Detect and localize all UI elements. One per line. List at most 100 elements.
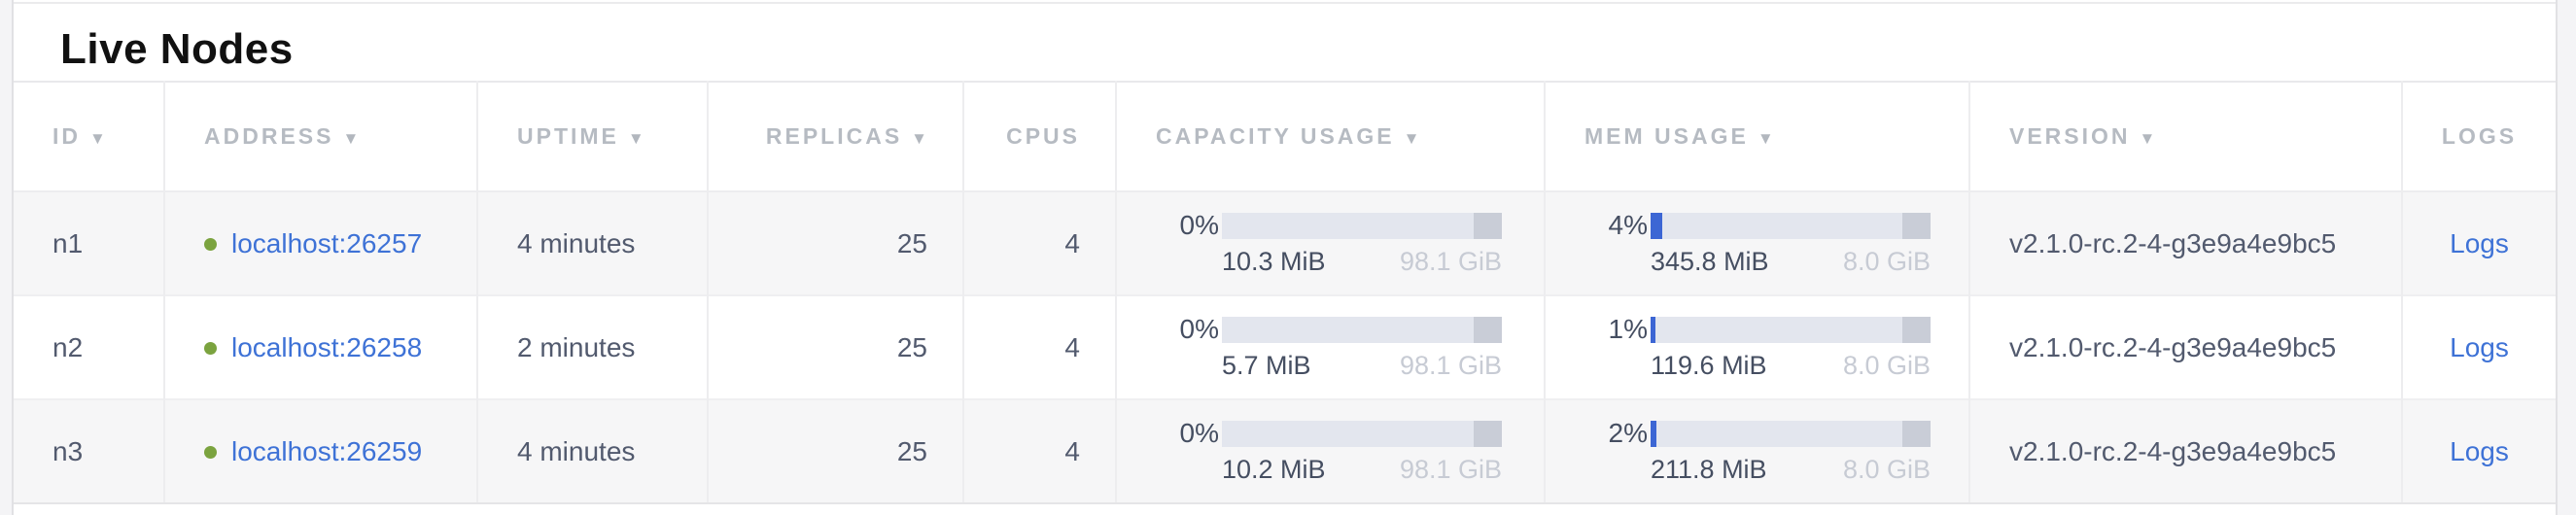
column-header-replicas[interactable]: REPLICAS ▼ — [707, 82, 963, 192]
node-address-link[interactable]: localhost:26259 — [231, 435, 423, 466]
cell-address: localhost:26259 — [163, 398, 477, 504]
column-label: LOGS — [2441, 123, 2518, 149]
page-title: Live Nodes — [60, 25, 294, 73]
replicas-value: 25 — [896, 227, 927, 258]
uptime-value: 4 minutes — [517, 435, 636, 466]
column-label: MEM USAGE — [1584, 123, 1749, 149]
node-id: n3 — [52, 435, 84, 466]
capacity-meter: 0% 5.7 MiB 98.1 GiB — [1117, 314, 1544, 381]
mem-bar-fill — [1651, 212, 1662, 239]
column-label: ADDRESS — [204, 123, 334, 149]
cell-logs: Logs — [2401, 191, 2556, 295]
table-row: n2 localhost:26258 2 minutes 25 4 0% 5.7… — [14, 294, 2556, 399]
cell-cpus: 4 — [962, 398, 1116, 504]
node-status-healthy-icon — [204, 237, 217, 251]
column-header-capacity[interactable]: CAPACITY USAGE ▼ — [1115, 82, 1545, 192]
uptime-value: 4 minutes — [517, 227, 636, 258]
column-label: REPLICAS — [765, 123, 903, 149]
column-header-address[interactable]: ADDRESS ▼ — [163, 82, 477, 192]
sort-desc-icon: ▼ — [342, 129, 360, 148]
mem-meter: 4% 345.8 MiB 8.0 GiB — [1546, 210, 1968, 277]
mem-meter: 2% 211.8 MiB 8.0 GiB — [1546, 418, 1968, 485]
logs-link[interactable]: Logs — [2450, 435, 2509, 466]
table-row: n1 localhost:26257 4 minutes 25 4 0% 10.… — [14, 191, 2556, 295]
uptime-value: 2 minutes — [517, 331, 636, 362]
mem-percent: 2% — [1608, 418, 1648, 448]
mem-bar — [1651, 420, 1931, 447]
column-header-logs: LOGS — [2401, 82, 2556, 192]
mem-meter: 1% 119.6 MiB 8.0 GiB — [1546, 314, 1968, 381]
sort-desc-icon: ▼ — [1403, 129, 1420, 148]
logs-link[interactable]: Logs — [2450, 331, 2509, 362]
mem-bar-fill — [1651, 420, 1656, 447]
node-address-link[interactable]: localhost:26257 — [231, 227, 423, 258]
cell-uptime: 4 minutes — [476, 191, 708, 295]
mem-bar-end-marker — [1902, 316, 1931, 343]
sort-desc-icon: ▼ — [89, 129, 106, 148]
capacity-total-value: 98.1 GiB — [1399, 247, 1502, 276]
version-value: v2.1.0-rc.2-4-g3e9a4e9bc5 — [2009, 331, 2337, 362]
replicas-value: 25 — [896, 435, 927, 466]
cell-mem-usage: 4% 345.8 MiB 8.0 GiB — [1544, 191, 1969, 295]
capacity-total-value: 98.1 GiB — [1399, 455, 1502, 484]
mem-bar-end-marker — [1902, 212, 1931, 239]
cell-version: v2.1.0-rc.2-4-g3e9a4e9bc5 — [1968, 398, 2402, 504]
mem-percent: 4% — [1608, 210, 1648, 240]
cell-capacity-usage: 0% 10.2 MiB 98.1 GiB — [1115, 398, 1545, 504]
live-nodes-panel: Live Nodes ID ▼ ADDRESS ▼ UPTIME ▼ REPLICAS ▼ CP… — [12, 0, 2558, 515]
capacity-bar-end-marker — [1474, 316, 1502, 343]
cell-node-id: n3 — [14, 398, 164, 504]
replicas-value: 25 — [896, 331, 927, 362]
capacity-bar — [1222, 316, 1502, 343]
column-label: UPTIME — [517, 123, 619, 149]
live-nodes-table: ID ▼ ADDRESS ▼ UPTIME ▼ REPLICAS ▼ CPUS CAPACITY … — [14, 81, 2556, 504]
column-header-mem[interactable]: MEM USAGE ▼ — [1544, 82, 1969, 192]
cell-address: localhost:26257 — [163, 191, 477, 295]
cell-cpus: 4 — [962, 294, 1116, 399]
version-value: v2.1.0-rc.2-4-g3e9a4e9bc5 — [2009, 435, 2337, 466]
node-status-healthy-icon — [204, 341, 217, 355]
sort-desc-icon: ▼ — [1757, 129, 1774, 148]
node-id: n2 — [52, 331, 84, 362]
table-header: ID ▼ ADDRESS ▼ UPTIME ▼ REPLICAS ▼ CPUS CAPACITY … — [14, 82, 2556, 192]
capacity-bar — [1222, 420, 1502, 447]
cell-version: v2.1.0-rc.2-4-g3e9a4e9bc5 — [1968, 191, 2402, 295]
capacity-percent: 0% — [1179, 314, 1219, 344]
column-header-id[interactable]: ID ▼ — [14, 82, 164, 192]
column-label: CAPACITY USAGE — [1156, 123, 1395, 149]
cell-logs: Logs — [2401, 294, 2556, 399]
capacity-used-value: 10.3 MiB — [1222, 247, 1326, 276]
logs-link[interactable]: Logs — [2450, 227, 2509, 258]
column-label: ID — [52, 123, 81, 149]
node-id: n1 — [52, 227, 84, 258]
mem-total-value: 8.0 GiB — [1842, 247, 1931, 276]
cpus-value: 4 — [1064, 227, 1080, 258]
node-address-link[interactable]: localhost:26258 — [231, 331, 423, 362]
cell-logs: Logs — [2401, 398, 2556, 504]
column-label: VERSION — [2009, 123, 2131, 149]
capacity-meter: 0% 10.3 MiB 98.1 GiB — [1117, 210, 1544, 277]
capacity-used-value: 5.7 MiB — [1222, 351, 1311, 380]
version-value: v2.1.0-rc.2-4-g3e9a4e9bc5 — [2009, 227, 2337, 258]
cell-version: v2.1.0-rc.2-4-g3e9a4e9bc5 — [1968, 294, 2402, 399]
cell-cpus: 4 — [962, 191, 1116, 295]
mem-percent: 1% — [1608, 314, 1648, 344]
cell-replicas: 25 — [707, 191, 963, 295]
mem-bar — [1651, 316, 1931, 343]
cell-capacity-usage: 0% 5.7 MiB 98.1 GiB — [1115, 294, 1545, 399]
cell-mem-usage: 2% 211.8 MiB 8.0 GiB — [1544, 398, 1969, 504]
capacity-total-value: 98.1 GiB — [1399, 351, 1502, 380]
cell-mem-usage: 1% 119.6 MiB 8.0 GiB — [1544, 294, 1969, 399]
column-header-uptime[interactable]: UPTIME ▼ — [476, 82, 708, 192]
cpus-value: 4 — [1064, 435, 1080, 466]
mem-used-value: 119.6 MiB — [1651, 351, 1767, 380]
cell-node-id: n1 — [14, 191, 164, 295]
column-header-version[interactable]: VERSION ▼ — [1968, 82, 2402, 192]
cell-uptime: 2 minutes — [476, 294, 708, 399]
sort-desc-icon: ▼ — [627, 129, 644, 148]
cell-replicas: 25 — [707, 398, 963, 504]
mem-total-value: 8.0 GiB — [1842, 455, 1931, 484]
node-status-healthy-icon — [204, 445, 217, 459]
mem-bar-fill — [1651, 316, 1655, 343]
cell-replicas: 25 — [707, 294, 963, 399]
